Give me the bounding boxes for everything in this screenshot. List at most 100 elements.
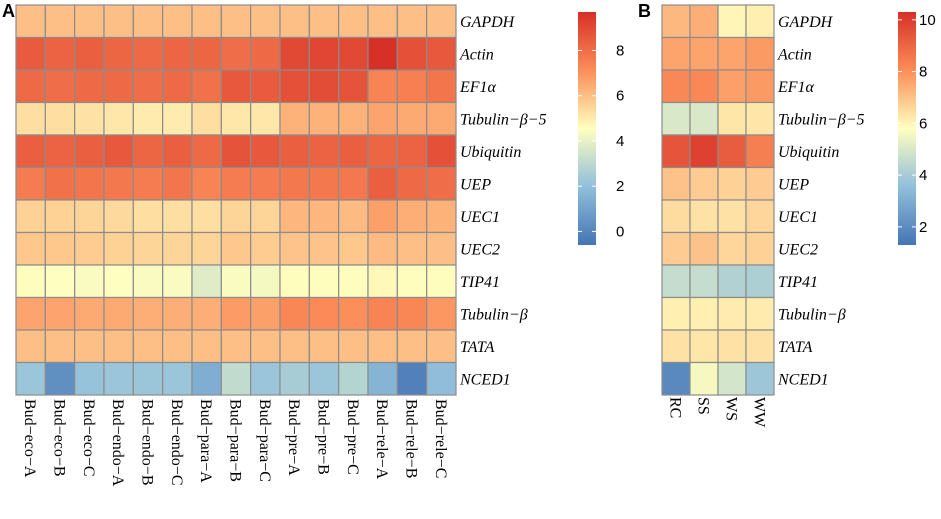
heatmap-cell bbox=[191, 199, 222, 234]
heatmap-cell bbox=[308, 231, 340, 266]
heatmap-cell bbox=[279, 134, 310, 169]
row-label: Tubulin−β bbox=[460, 306, 528, 323]
column-label: Bud−para−C bbox=[256, 399, 273, 482]
row-label: TATA bbox=[460, 339, 495, 356]
heatmap-cell bbox=[689, 36, 719, 71]
heatmap-cell bbox=[44, 231, 76, 266]
heatmap-cell bbox=[220, 101, 252, 136]
heatmap-cell bbox=[426, 296, 457, 331]
heatmap-cell bbox=[426, 69, 457, 104]
heatmap-cell bbox=[162, 231, 193, 266]
heatmap-cell bbox=[308, 134, 340, 169]
heatmap-cell bbox=[74, 361, 105, 396]
heatmap-cell bbox=[250, 134, 281, 169]
color-scale-bar bbox=[898, 12, 916, 245]
heatmap-cell bbox=[717, 361, 747, 396]
heatmap-cell bbox=[162, 264, 193, 299]
heatmap-cell bbox=[308, 329, 340, 364]
heatmap-cell bbox=[308, 361, 340, 396]
row-label: UEC1 bbox=[460, 209, 500, 226]
panel-label-a: A bbox=[2, 1, 15, 21]
heatmap-cell bbox=[367, 134, 398, 169]
row-label: GAPDH bbox=[460, 14, 516, 31]
heatmap-cell bbox=[132, 134, 164, 169]
column-label: SS bbox=[695, 397, 712, 415]
heatmap-cell bbox=[717, 101, 747, 136]
heatmap-cell bbox=[279, 361, 310, 396]
heatmap-cell bbox=[191, 4, 222, 39]
heatmap-cell bbox=[220, 231, 252, 266]
heatmap-cell bbox=[661, 36, 691, 71]
heatmap-cell bbox=[396, 101, 428, 136]
heatmap-cell bbox=[279, 4, 310, 39]
heatmap-cell bbox=[220, 264, 252, 299]
heatmap-cell bbox=[279, 296, 310, 331]
heatmap-cell bbox=[745, 4, 775, 39]
row-label: UEC2 bbox=[778, 241, 818, 258]
heatmap-cell bbox=[44, 101, 76, 136]
heatmap-cell bbox=[426, 36, 457, 71]
heatmap-cell bbox=[661, 296, 691, 331]
heatmap-cell bbox=[717, 329, 747, 364]
column-label: RC bbox=[667, 397, 684, 418]
heatmap-cell bbox=[15, 361, 46, 396]
heatmap-cell bbox=[15, 69, 46, 104]
heatmap-cell bbox=[338, 69, 369, 104]
heatmap-cell bbox=[689, 4, 719, 39]
heatmap-cell bbox=[74, 101, 105, 136]
heatmap-cell bbox=[74, 166, 105, 201]
heatmap-cell bbox=[661, 264, 691, 299]
heatmap-cell bbox=[661, 134, 691, 169]
heatmap-cell bbox=[279, 69, 310, 104]
row-label: Ubiquitin bbox=[778, 144, 839, 161]
heatmap-cell bbox=[717, 264, 747, 299]
heatmap-cell bbox=[338, 4, 369, 39]
heatmap-cell bbox=[220, 69, 252, 104]
heatmap-cell bbox=[745, 101, 775, 136]
heatmap-cell bbox=[396, 296, 428, 331]
heatmap-cell bbox=[250, 329, 281, 364]
heatmap-cell bbox=[426, 101, 457, 136]
heatmap-cell bbox=[74, 296, 105, 331]
heatmap-cell bbox=[162, 101, 193, 136]
column-label: Bud−rele−B bbox=[403, 399, 420, 478]
heatmap-cell bbox=[396, 36, 428, 71]
heatmap-cell bbox=[745, 361, 775, 396]
heatmap-cell bbox=[279, 231, 310, 266]
legend-tick-label: 6 bbox=[616, 88, 624, 105]
heatmap-cell bbox=[717, 4, 747, 39]
heatmap-cell bbox=[717, 36, 747, 71]
heatmap-cell bbox=[103, 134, 134, 169]
heatmap-cell bbox=[426, 199, 457, 234]
heatmap-cell bbox=[44, 264, 76, 299]
column-label: Bud−endo−C bbox=[168, 399, 185, 486]
row-label: UEC1 bbox=[778, 209, 818, 226]
heatmap-cell bbox=[338, 134, 369, 169]
heatmap-cell bbox=[103, 231, 134, 266]
heatmap-cell bbox=[250, 296, 281, 331]
heatmap-cell bbox=[162, 36, 193, 71]
heatmap-cell bbox=[74, 36, 105, 71]
heatmap-cell bbox=[103, 361, 134, 396]
heatmap-cell bbox=[250, 4, 281, 39]
heatmap-cell bbox=[367, 4, 398, 39]
column-label: Bud−endo−B bbox=[139, 399, 156, 486]
heatmap-cell bbox=[717, 199, 747, 234]
heatmap-cell bbox=[661, 4, 691, 39]
heatmap-cell bbox=[132, 4, 164, 39]
heatmap-cell bbox=[308, 36, 340, 71]
heatmap-cell bbox=[74, 134, 105, 169]
heatmap-cell bbox=[308, 199, 340, 234]
color-scale-bar bbox=[578, 12, 596, 245]
row-label: Tubulin−β−5 bbox=[778, 111, 864, 128]
heatmap-cell bbox=[426, 231, 457, 266]
row-label: Tubulin−β bbox=[778, 306, 846, 323]
heatmap-cell bbox=[308, 296, 340, 331]
heatmap-cell bbox=[220, 36, 252, 71]
heatmap-cell bbox=[279, 329, 310, 364]
legend-tick-label: 4 bbox=[616, 133, 624, 150]
heatmap-cell bbox=[279, 199, 310, 234]
row-label: Ubiquitin bbox=[460, 144, 521, 161]
heatmap-cell bbox=[308, 166, 340, 201]
heatmap-cell bbox=[308, 101, 340, 136]
